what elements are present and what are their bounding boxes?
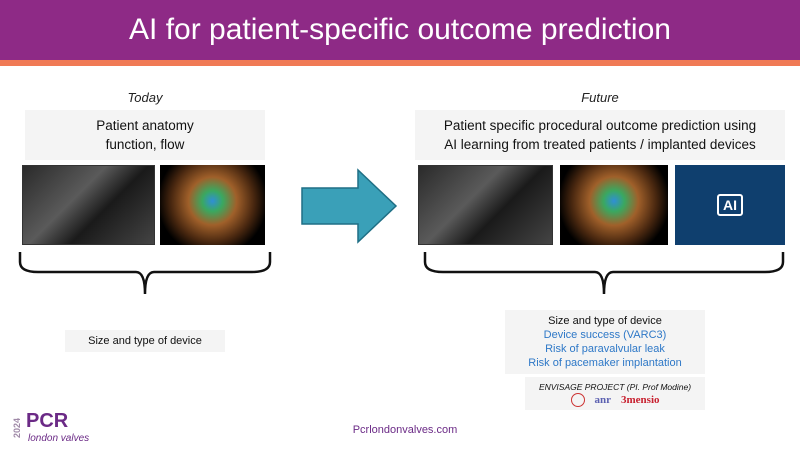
- ai-brain-image: AI: [675, 165, 785, 245]
- future-box: Patient specific procedural outcome pred…: [415, 110, 785, 160]
- project-name: ENVISAGE PROJECT (PI. Prof Modine): [538, 381, 692, 392]
- output-item: Risk of pacemaker implantation: [528, 357, 682, 369]
- pcr-logo: 2024 PCR london valves: [12, 410, 132, 448]
- future-label: Future: [581, 90, 619, 105]
- today-output: Size and type of device: [65, 330, 225, 352]
- accent-strip: [0, 60, 800, 66]
- today-label: Today: [127, 90, 163, 105]
- logo-name: PCR: [26, 410, 69, 432]
- ct-scan-image: [418, 165, 553, 245]
- ct-scan-image: [22, 165, 155, 245]
- anr-logo: anr: [594, 393, 612, 406]
- ai-badge: AI: [717, 194, 743, 216]
- output-item: Risk of paravalvular leak: [545, 343, 665, 355]
- future-line: Patient specific procedural outcome pred…: [443, 118, 757, 133]
- future-line: AI learning from treated patients / impl…: [444, 137, 756, 152]
- partner-logo: [570, 392, 585, 407]
- logo-sub: london valves: [28, 433, 90, 444]
- future-outputs: Size and type of device Device success (…: [505, 310, 705, 374]
- 3d-heart-image: [560, 165, 668, 245]
- output-item: Device success (VARC3): [543, 329, 667, 341]
- today-line: function, flow: [105, 137, 185, 152]
- arrow-right-icon: [301, 168, 398, 244]
- today-line: Patient anatomy: [96, 118, 194, 133]
- 3d-heart-image: [160, 165, 265, 245]
- future-brace: [423, 252, 785, 295]
- logo-year: 2024: [12, 417, 22, 438]
- project-box: ENVISAGE PROJECT (PI. Prof Modine) anr 3…: [525, 377, 705, 410]
- 3mensio-logo: 3mensio: [621, 393, 660, 406]
- today-box: Patient anatomy function, flow: [25, 110, 265, 160]
- output-item: Size and type of device: [548, 315, 662, 327]
- today-brace: [18, 252, 272, 295]
- footer-url[interactable]: Pcrlondonvalves.com: [352, 424, 458, 436]
- slide-title: AI for patient-specific outcome predicti…: [0, 0, 800, 60]
